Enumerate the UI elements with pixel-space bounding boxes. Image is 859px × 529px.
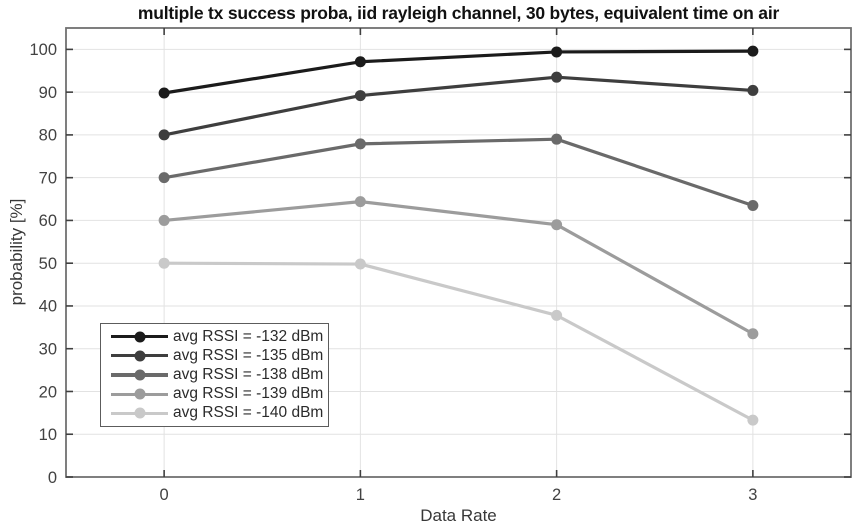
y-tick-label: 80 <box>39 127 57 145</box>
legend-item: avg RSSI = -138 dBm <box>111 365 324 384</box>
legend-item: avg RSSI = -140 dBm <box>111 404 324 423</box>
series-line-3 <box>162 200 755 336</box>
y-tick-label: 0 <box>48 469 57 487</box>
data-point-marker <box>354 138 366 150</box>
legend-label: avg RSSI = -135 dBm <box>173 346 324 364</box>
x-tick-label: 1 <box>356 486 365 504</box>
y-tick-label: 50 <box>39 255 57 273</box>
legend-item: avg RSSI = -132 dBm <box>111 327 324 346</box>
y-tick-label: 30 <box>39 340 57 358</box>
plot-border-group <box>65 27 852 478</box>
legend-marker-icon <box>134 369 145 381</box>
legend-line-sample <box>111 388 168 400</box>
legend-item: avg RSSI = -139 dBm <box>111 385 324 404</box>
data-point-marker <box>747 328 759 340</box>
legend-line-sample <box>111 407 168 419</box>
data-point-marker <box>551 133 563 145</box>
legend: avg RSSI = -132 dBm avg RSSI = -135 dBm av… <box>100 323 329 427</box>
data-point-marker <box>747 199 759 211</box>
data-point-marker <box>551 219 563 231</box>
series-group <box>158 45 759 426</box>
legend-marker-icon <box>134 388 145 400</box>
data-point-marker <box>747 414 759 426</box>
legend-label: avg RSSI = -140 dBm <box>173 404 324 422</box>
data-point-marker <box>354 196 366 208</box>
y-tick-label: 20 <box>39 383 57 401</box>
y-tick-label: 40 <box>39 298 57 316</box>
y-tick-label: 60 <box>39 212 57 230</box>
data-point-marker <box>158 257 170 269</box>
data-point-marker <box>747 45 759 57</box>
chart-title: multiple tx success proba, iid rayleigh … <box>137 3 780 23</box>
legend-line-sample <box>111 331 168 343</box>
legend-item: avg RSSI = -135 dBm <box>111 346 324 365</box>
x-tick-label: 3 <box>748 486 757 504</box>
legend-marker-icon <box>134 331 145 343</box>
plot-border <box>65 27 852 478</box>
x-tick-label: 2 <box>552 486 561 504</box>
data-point-marker <box>551 309 563 321</box>
series-line-1 <box>162 75 755 137</box>
series-line-4 <box>162 261 755 422</box>
data-point-marker <box>158 129 170 141</box>
data-point-marker <box>158 87 170 99</box>
legend-line-sample <box>111 350 168 362</box>
series-line-0 <box>162 49 755 95</box>
y-tick-label: 10 <box>39 426 57 444</box>
y-tick-label: 100 <box>29 41 57 59</box>
data-point-marker <box>158 214 170 226</box>
legend-label: avg RSSI = -138 dBm <box>173 365 324 383</box>
series-line-2 <box>162 137 755 208</box>
tick-labels-group: 0 10 20 30 40 50 60 70 80 90 100 0 1 2 3 <box>29 41 757 504</box>
legend-line-sample <box>111 369 168 381</box>
y-tick-label: 70 <box>39 169 57 187</box>
x-axis-label: Data Rate <box>420 506 497 525</box>
data-point-marker <box>354 258 366 270</box>
y-tick-label: 90 <box>39 84 57 102</box>
legend-marker-icon <box>134 350 145 362</box>
data-point-marker <box>551 46 563 58</box>
axis-ticks-group <box>66 28 851 478</box>
x-tick-label: 0 <box>160 486 169 504</box>
data-point-marker <box>354 90 366 102</box>
data-point-marker <box>551 71 563 83</box>
data-point-marker <box>747 84 759 96</box>
y-axis-label: probability [%] <box>7 198 26 306</box>
legend-label: avg RSSI = -132 dBm <box>173 327 324 345</box>
data-point-marker <box>354 56 366 68</box>
legend-label: avg RSSI = -139 dBm <box>173 385 324 403</box>
data-point-marker <box>158 172 170 184</box>
legend-marker-icon <box>134 407 145 419</box>
